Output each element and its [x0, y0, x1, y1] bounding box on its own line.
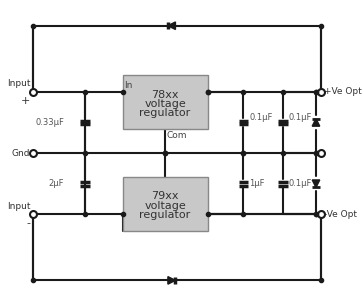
- Polygon shape: [168, 277, 175, 284]
- Text: voltage: voltage: [144, 201, 186, 211]
- Polygon shape: [312, 180, 320, 188]
- Text: Gnd: Gnd: [12, 148, 30, 158]
- Text: 2μF: 2μF: [49, 179, 64, 188]
- Text: regulator: regulator: [139, 210, 191, 220]
- Text: Input: Input: [7, 79, 30, 88]
- Polygon shape: [312, 119, 320, 126]
- Text: -Ve Opt: -Ve Opt: [324, 210, 356, 219]
- FancyBboxPatch shape: [123, 176, 207, 231]
- Text: 0.1μF: 0.1μF: [289, 179, 312, 188]
- Polygon shape: [168, 22, 175, 30]
- Text: Com: Com: [167, 132, 187, 140]
- Text: 79xx: 79xx: [151, 192, 179, 201]
- Text: voltage: voltage: [144, 99, 186, 109]
- Text: 0.1μF: 0.1μF: [289, 113, 312, 122]
- FancyBboxPatch shape: [123, 75, 207, 129]
- Text: +: +: [21, 95, 30, 106]
- Text: regulator: regulator: [139, 108, 191, 119]
- Text: 78xx: 78xx: [151, 90, 179, 99]
- Text: Input: Input: [7, 202, 30, 211]
- Text: In: In: [124, 81, 133, 90]
- Text: 0.1μF: 0.1μF: [249, 113, 272, 122]
- Text: 0.33μF: 0.33μF: [35, 118, 64, 127]
- Text: +Ve Opt: +Ve Opt: [324, 87, 361, 96]
- Text: 1μF: 1μF: [249, 179, 265, 188]
- Text: -: -: [26, 218, 30, 228]
